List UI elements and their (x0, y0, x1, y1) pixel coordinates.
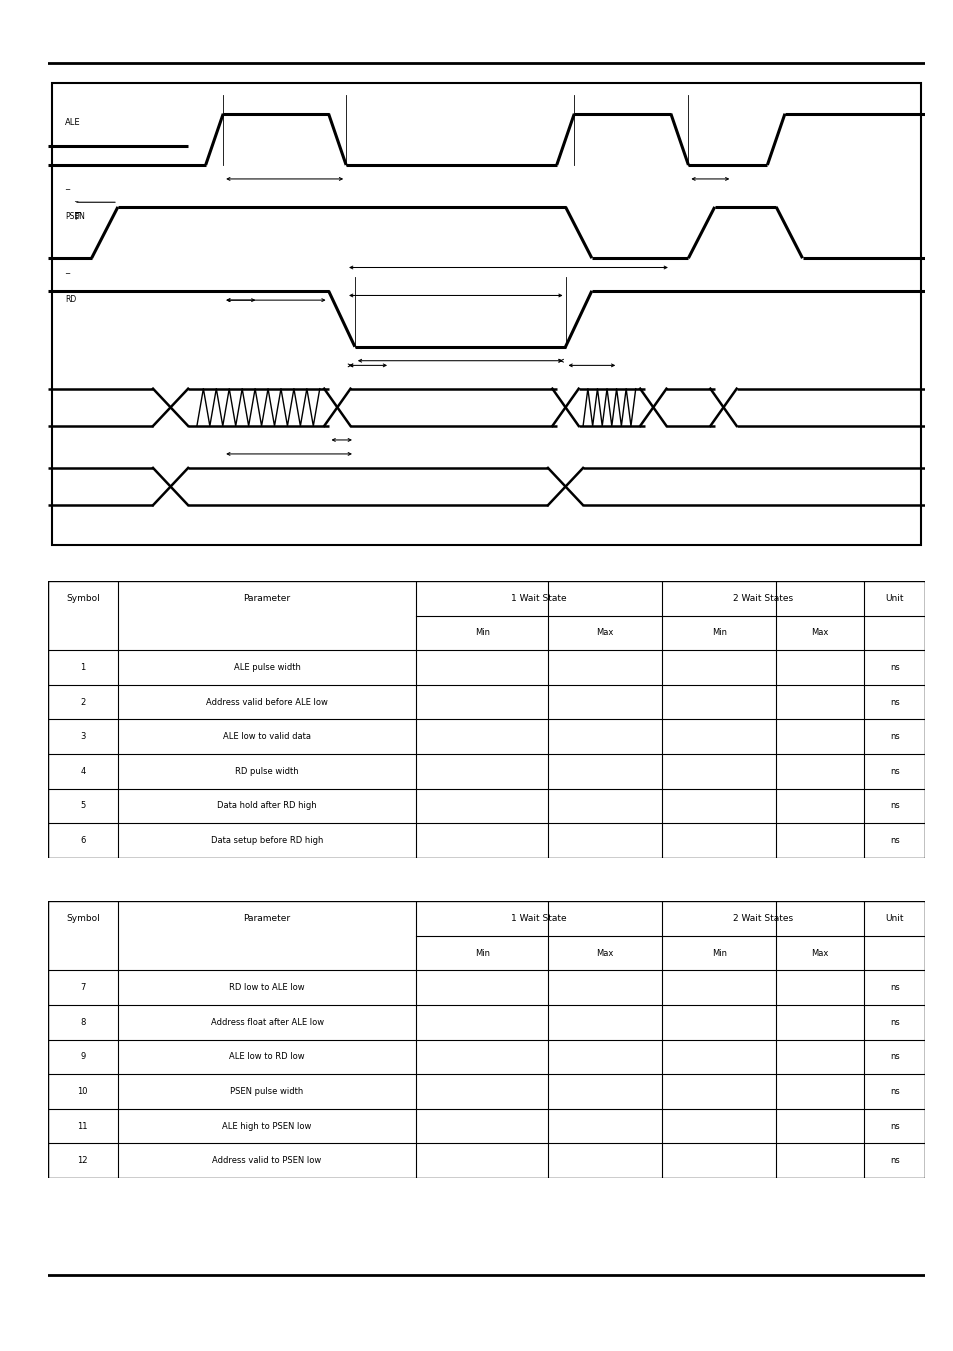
Text: RD low to ALE low: RD low to ALE low (229, 984, 305, 992)
Text: Address float after ALE low: Address float after ALE low (211, 1017, 323, 1027)
Text: Parameter: Parameter (243, 593, 291, 603)
Text: 3: 3 (80, 732, 86, 742)
Text: RD: RD (65, 296, 76, 304)
Text: 7: 7 (80, 984, 86, 992)
Text: 2 Wait States: 2 Wait States (732, 913, 792, 923)
Text: Symbol: Symbol (66, 593, 99, 603)
Text: Unit: Unit (884, 913, 902, 923)
Text: ─: ─ (65, 186, 70, 193)
Text: ALE high to PSEN low: ALE high to PSEN low (222, 1121, 312, 1131)
Text: ns: ns (889, 801, 899, 811)
Text: 2: 2 (80, 697, 86, 707)
Text: Data setup before RD high: Data setup before RD high (211, 836, 323, 846)
Text: 12: 12 (77, 1156, 88, 1166)
Text: 4: 4 (80, 767, 86, 775)
Text: ─: ─ (65, 270, 70, 277)
Text: Max: Max (596, 628, 613, 638)
Text: ns: ns (889, 1052, 899, 1062)
Text: ns: ns (889, 1017, 899, 1027)
Text: PSEN pulse width: PSEN pulse width (231, 1088, 303, 1096)
Text: 9: 9 (80, 1052, 86, 1062)
Text: ns: ns (889, 697, 899, 707)
Text: Min: Min (475, 948, 489, 958)
Text: Min: Min (475, 628, 489, 638)
Text: ns: ns (889, 767, 899, 775)
Text: Parameter: Parameter (243, 913, 291, 923)
Text: Max: Max (810, 628, 828, 638)
Text: ns: ns (889, 836, 899, 846)
Text: ns: ns (889, 984, 899, 992)
Text: 10: 10 (77, 1088, 88, 1096)
Text: ALE pulse width: ALE pulse width (233, 663, 300, 671)
Text: ALE: ALE (65, 119, 81, 127)
Text: Data hold after RD high: Data hold after RD high (217, 801, 316, 811)
Text: 1 Wait State: 1 Wait State (511, 593, 566, 603)
Text: 8: 8 (80, 1017, 86, 1027)
Text: Symbol: Symbol (66, 913, 99, 923)
Text: Max: Max (810, 948, 828, 958)
Text: ─: ─ (74, 200, 77, 204)
Text: 11: 11 (77, 1121, 88, 1131)
Text: 5: 5 (80, 801, 86, 811)
Text: Max: Max (596, 948, 613, 958)
Text: 6: 6 (80, 836, 86, 846)
Text: 1 Wait State: 1 Wait State (511, 913, 566, 923)
Text: ns: ns (889, 1088, 899, 1096)
Text: ALE low to RD low: ALE low to RD low (229, 1052, 305, 1062)
Text: Min: Min (711, 948, 726, 958)
Text: ns: ns (889, 1121, 899, 1131)
Text: $\overline{\rm P}$: $\overline{\rm P}$ (74, 212, 81, 224)
Text: ST: ST (841, 1304, 864, 1321)
Text: ns: ns (889, 732, 899, 742)
Text: Unit: Unit (884, 593, 902, 603)
Text: PSEN: PSEN (65, 212, 85, 220)
Text: 1: 1 (80, 663, 86, 671)
Text: RD pulse width: RD pulse width (235, 767, 298, 775)
Text: ns: ns (889, 1156, 899, 1166)
Text: ns: ns (889, 663, 899, 671)
Text: Min: Min (711, 628, 726, 638)
Text: Address valid before ALE low: Address valid before ALE low (206, 697, 328, 707)
Text: ALE low to valid data: ALE low to valid data (223, 732, 311, 742)
Text: 2 Wait States: 2 Wait States (732, 593, 792, 603)
Text: Address valid to PSEN low: Address valid to PSEN low (213, 1156, 321, 1166)
